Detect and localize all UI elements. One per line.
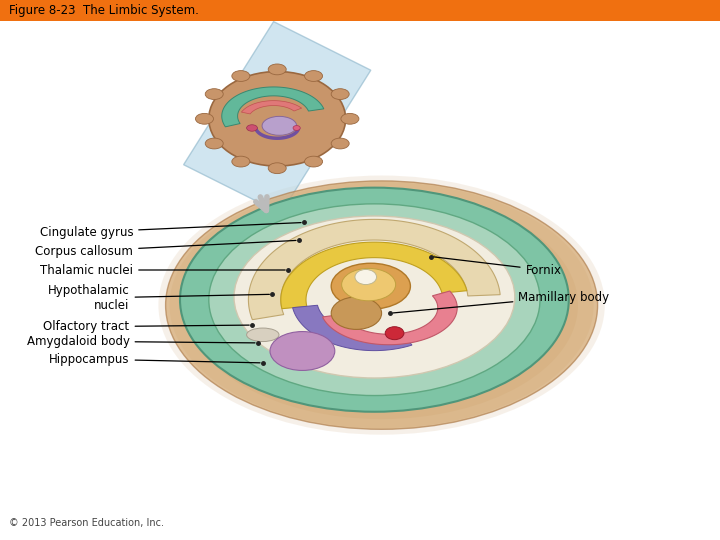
Text: Figure 8-23  The Limbic System.: Figure 8-23 The Limbic System. <box>9 4 199 17</box>
Text: Hypothalamic
nuclei: Hypothalamic nuclei <box>48 284 269 312</box>
Ellipse shape <box>341 113 359 124</box>
Ellipse shape <box>246 125 258 131</box>
Text: Hippocampus: Hippocampus <box>49 353 260 366</box>
Text: Corpus callosum: Corpus callosum <box>35 240 296 258</box>
Ellipse shape <box>234 216 515 378</box>
Text: Thalamic nuclei: Thalamic nuclei <box>40 264 285 276</box>
Ellipse shape <box>331 89 349 99</box>
Ellipse shape <box>293 126 300 131</box>
Text: © 2013 Pearson Education, Inc.: © 2013 Pearson Education, Inc. <box>9 518 163 528</box>
Ellipse shape <box>331 263 410 309</box>
Ellipse shape <box>331 138 349 149</box>
Ellipse shape <box>355 269 377 285</box>
Ellipse shape <box>166 181 598 429</box>
Ellipse shape <box>331 297 382 329</box>
Text: Mamillary body: Mamillary body <box>393 291 610 313</box>
Polygon shape <box>184 22 371 213</box>
Ellipse shape <box>209 204 540 395</box>
Polygon shape <box>323 291 457 345</box>
Ellipse shape <box>180 187 569 411</box>
Ellipse shape <box>262 116 297 135</box>
Ellipse shape <box>232 71 250 82</box>
Ellipse shape <box>268 64 287 75</box>
Ellipse shape <box>185 191 578 419</box>
Text: Amygdaloid body: Amygdaloid body <box>27 335 255 348</box>
Polygon shape <box>281 242 467 309</box>
Ellipse shape <box>385 327 404 340</box>
Ellipse shape <box>268 163 287 173</box>
Ellipse shape <box>305 71 323 82</box>
Ellipse shape <box>270 332 335 370</box>
Ellipse shape <box>341 268 396 301</box>
Text: Olfactory tract: Olfactory tract <box>43 320 249 333</box>
Ellipse shape <box>158 176 605 435</box>
Ellipse shape <box>246 328 279 342</box>
Ellipse shape <box>205 138 223 149</box>
Ellipse shape <box>209 71 346 166</box>
Text: Cingulate gyrus: Cingulate gyrus <box>40 222 301 239</box>
Bar <box>0 0 720 21</box>
Ellipse shape <box>196 113 214 124</box>
Ellipse shape <box>232 156 250 167</box>
Text: Fornix: Fornix <box>433 257 562 276</box>
Polygon shape <box>222 87 324 127</box>
Ellipse shape <box>305 156 323 167</box>
Polygon shape <box>248 219 500 320</box>
Ellipse shape <box>205 89 223 99</box>
Polygon shape <box>241 100 302 114</box>
Polygon shape <box>292 305 412 350</box>
Ellipse shape <box>170 182 593 428</box>
